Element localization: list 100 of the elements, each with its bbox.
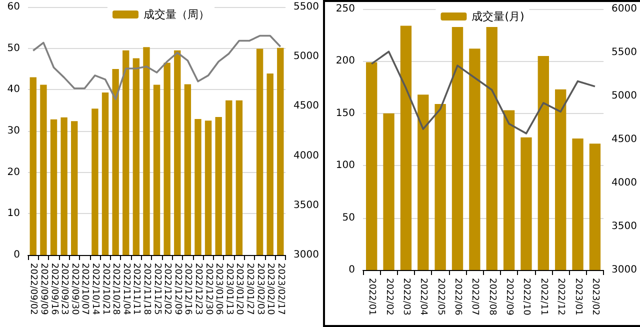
y2-tick-label: 4500: [612, 134, 638, 145]
y2-tick-label: 5500: [612, 47, 638, 58]
bar: [486, 26, 498, 270]
x-tick-label: 2022/09/16: [48, 263, 59, 316]
x-tick-label: 2022/12/16: [182, 263, 193, 316]
x-tick-label: 2022/12/23: [192, 263, 203, 315]
bar: [452, 26, 464, 270]
y2-tick-label: 3500: [294, 200, 320, 211]
bar: [184, 84, 192, 255]
y-tick-label: 10: [7, 208, 20, 220]
x-tick-label: 2022/09/30: [69, 263, 80, 316]
y-tick-label: 30: [7, 126, 20, 136]
x-tick-label: 2022/10: [521, 278, 532, 316]
x-tick-label: 2022/09: [504, 278, 514, 316]
bar: [122, 50, 130, 255]
bar: [366, 62, 378, 270]
bar: [174, 50, 181, 255]
x-tick-label: 2022/11/18: [141, 263, 152, 316]
x-tick-label: 2022/10/14: [90, 263, 100, 316]
x-tick-label: 2022/10/07: [80, 263, 90, 315]
y2-tick-label: 5000: [294, 51, 320, 62]
x-tick-label: 2022/12: [556, 278, 566, 316]
y-tick-label: 200: [336, 56, 355, 67]
y2-tick-label: 5000: [612, 90, 638, 102]
bar: [143, 47, 150, 255]
x-tick-label: 2023/01: [572, 278, 583, 316]
x-tick-label: 2022/07: [470, 278, 480, 316]
bar: [194, 119, 202, 255]
bar: [434, 104, 446, 270]
y-tick-label: 60: [7, 2, 20, 12]
bar: [555, 89, 566, 270]
x-tick-label: 2022/04: [418, 278, 428, 316]
bar: [92, 108, 98, 255]
x-tick-label: 2022/08: [486, 278, 497, 316]
bar: [469, 48, 480, 270]
x-tick-label: 2022/10/21: [100, 263, 110, 315]
bar: [503, 110, 515, 270]
x-tick-label: 2023/01/20: [234, 263, 244, 316]
y-tick-label: 250: [336, 4, 355, 14]
x-tick-label: 2023/02/10: [265, 263, 276, 316]
bar: [40, 84, 47, 255]
bar: [164, 62, 170, 255]
bar: [520, 137, 532, 270]
line-series: [370, 50, 596, 134]
bar: [112, 69, 119, 255]
legend-label: 成交量（周）: [144, 8, 210, 21]
x-tick-label: 2022/12/30: [203, 263, 214, 316]
x-tick-label: 2023/02: [590, 278, 600, 316]
bar: [153, 84, 160, 255]
y2-tick-label: 4000: [612, 178, 638, 188]
x-tick-label: 2022/02: [384, 278, 394, 316]
y2-tick-label: 4500: [294, 100, 320, 112]
bar: [538, 56, 549, 270]
y-tick-label: 50: [7, 42, 20, 54]
bar: [383, 113, 394, 270]
y-tick-label: 100: [336, 160, 355, 172]
y2-tick-label: 4000: [294, 150, 320, 162]
bar: [418, 94, 429, 270]
bar: [30, 77, 36, 255]
legend-label: 成交量(月): [472, 10, 524, 23]
bar: [71, 121, 78, 255]
bar: [400, 26, 412, 270]
x-tick-label: 2022/11/25: [152, 263, 162, 315]
y2-tick-label: 6000: [612, 4, 638, 14]
x-tick-label: 2023/01/27: [244, 263, 254, 315]
bar: [236, 100, 243, 255]
bar: [204, 120, 212, 255]
x-tick-label: 2022/11: [538, 278, 548, 316]
line-series: [32, 34, 282, 100]
bar: [277, 48, 284, 255]
x-tick-label: 2022/12/09: [172, 263, 182, 316]
y-tick-label: 0: [14, 250, 20, 260]
x-tick-label: 2022/06: [452, 278, 462, 316]
x-tick-label: 2022/11/04: [120, 263, 131, 316]
bar: [132, 58, 140, 255]
x-tick-label: 2023/01/13: [224, 263, 234, 315]
bar: [589, 144, 601, 270]
y2-tick-label: 3500: [612, 221, 638, 232]
bar: [50, 119, 58, 255]
bar: [102, 92, 109, 255]
y-tick-label: 50: [342, 212, 355, 224]
bar: [266, 74, 274, 255]
x-tick-label: 2022/10/28: [110, 263, 121, 316]
x-tick-label: 2022/03: [400, 278, 411, 316]
x-tick-label: 2022/09/23: [59, 263, 70, 315]
x-tick-label: 2022/09/02: [28, 263, 38, 315]
y-tick-label: 40: [7, 84, 20, 96]
y-tick-label: 0: [348, 264, 355, 276]
x-tick-label: 2023/02/03: [254, 263, 265, 315]
bar: [215, 116, 222, 255]
bar: [60, 117, 68, 255]
y2-tick-label: 3000: [612, 264, 638, 276]
x-tick-label: 2022/01: [366, 278, 377, 316]
bar: [256, 48, 264, 255]
x-tick-label: 2023/01/06: [214, 263, 224, 316]
y2-tick-label: 3000: [294, 250, 320, 260]
y-tick-label: 20: [7, 166, 20, 178]
x-tick-label: 2022/12/02: [162, 263, 172, 315]
bar: [226, 100, 232, 255]
x-tick-label: 2022/11/11: [131, 263, 142, 315]
